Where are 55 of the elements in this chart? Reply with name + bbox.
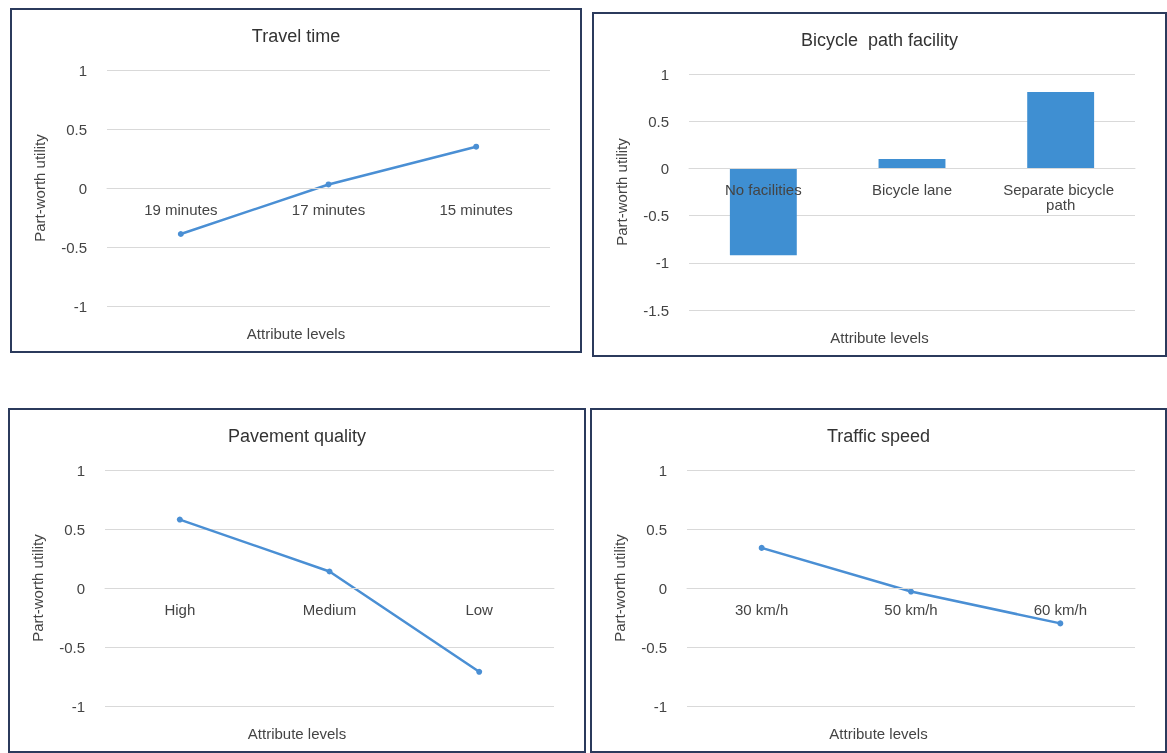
y-tick-label: 1 — [658, 461, 667, 479]
x-axis-title: Attribute levels — [830, 329, 929, 346]
x-tick-label: 50 km/h — [884, 601, 938, 618]
y-tick-label: 1 — [76, 461, 85, 479]
y-tick-label: -0.5 — [59, 638, 85, 656]
y-tick-label: 0 — [660, 159, 669, 177]
y-tick-label: -0.5 — [641, 638, 667, 656]
y-tick-label: -0.5 — [643, 207, 669, 225]
point — [908, 588, 914, 595]
y-tick-label: 1 — [78, 61, 87, 79]
x-tick-label: Low — [465, 601, 494, 618]
x-tick-label: Medium — [302, 601, 357, 618]
y-axis-title: Part-worth utility — [29, 533, 46, 642]
point — [758, 544, 765, 551]
point — [325, 181, 332, 188]
y-tick-label: 0.5 — [66, 120, 87, 138]
y-tick-label: -1 — [653, 697, 667, 715]
y-tick-label: 0 — [78, 179, 87, 197]
y-tick-label: 0 — [658, 579, 667, 597]
y-tick-label: -1 — [73, 297, 87, 315]
y-tick-label: 0.5 — [648, 112, 669, 130]
point — [176, 516, 183, 523]
x-axis-title: Attribute levels — [829, 725, 928, 742]
point — [1057, 620, 1064, 627]
chart-title: Pavement quality — [227, 426, 367, 446]
chart-title: Travel time — [251, 26, 341, 46]
y-tick-label: 0.5 — [64, 520, 85, 538]
x-tick-label: 60 km/h — [1033, 601, 1088, 618]
x-axis-title: Attribute levels — [246, 325, 346, 342]
x-axis-title: Attribute levels — [247, 725, 347, 742]
x-tick-label: High — [164, 601, 196, 618]
x-tick-label: Separate bicycle path — [1003, 181, 1119, 214]
chart-title: Bicycle path facility — [800, 30, 959, 50]
chart-title: Traffic speed — [826, 426, 931, 446]
x-tick-label: 15 minutes — [439, 201, 513, 218]
x-tick-label: 30 km/h — [734, 601, 789, 618]
y-axis-title: Part-worth utility — [611, 533, 628, 642]
y-tick-label: 1 — [660, 65, 669, 83]
y-tick-label: 0.5 — [646, 520, 667, 538]
x-tick-label: 17 minutes — [291, 201, 366, 218]
point — [177, 231, 184, 238]
bar — [1027, 91, 1095, 169]
y-tick-label: -1 — [655, 254, 669, 272]
y-axis-title: Part-worth utility — [31, 133, 48, 242]
point — [476, 668, 483, 675]
bar — [878, 158, 946, 169]
x-tick-label: Bicycle lane — [871, 181, 953, 199]
y-tick-label: 0 — [76, 579, 85, 597]
y-tick-label: -1 — [71, 697, 85, 715]
point — [326, 568, 333, 575]
y-tick-label: -1.5 — [643, 301, 669, 319]
point — [473, 143, 480, 150]
y-axis-title: Part-worth utility — [613, 137, 630, 246]
x-tick-label: 19 minutes — [144, 201, 218, 218]
y-tick-label: -0.5 — [61, 238, 87, 256]
